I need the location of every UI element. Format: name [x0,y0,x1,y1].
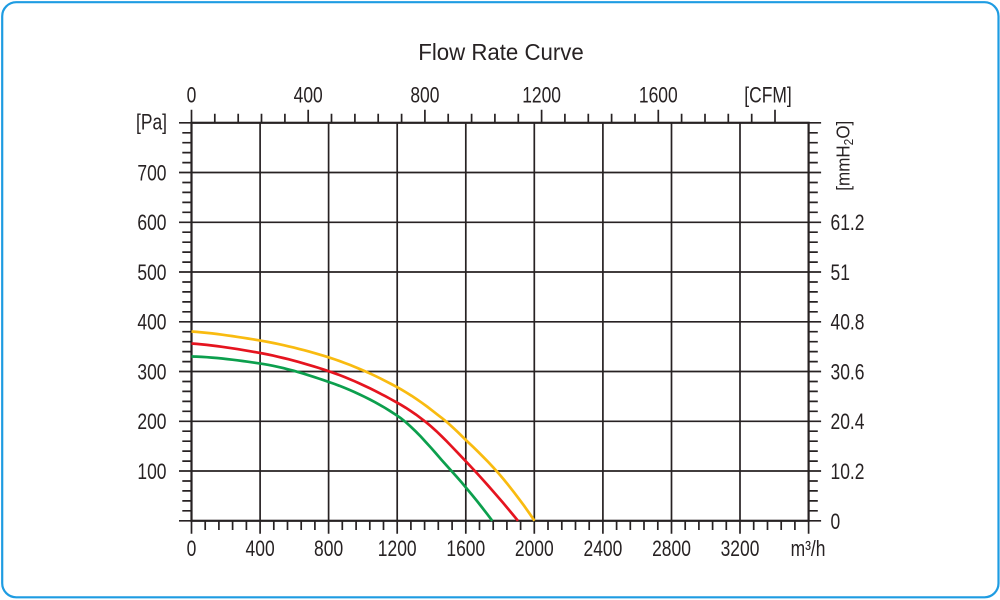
svg-text:700: 700 [137,162,166,186]
svg-text:m³/h: m³/h [791,537,826,561]
svg-text:10.2: 10.2 [831,460,865,484]
svg-text:61.2: 61.2 [831,211,865,235]
svg-text:1600: 1600 [639,84,678,108]
svg-text:800: 800 [314,537,343,561]
svg-text:[Pa]: [Pa] [136,111,167,135]
svg-text:1200: 1200 [378,537,417,561]
svg-text:2000: 2000 [515,537,554,561]
svg-text:400: 400 [137,311,166,335]
svg-text:200: 200 [137,410,166,434]
svg-text:400: 400 [294,84,323,108]
svg-text:800: 800 [410,84,439,108]
svg-text:0: 0 [187,84,197,108]
svg-text:500: 500 [137,261,166,285]
svg-text:40.8: 40.8 [831,311,865,335]
svg-text:2400: 2400 [584,537,623,561]
svg-text:2800: 2800 [652,537,691,561]
svg-text:600: 600 [137,211,166,235]
svg-text:400: 400 [246,537,275,561]
svg-text:0: 0 [831,510,841,534]
svg-text:[mmH2O]: [mmH2O] [833,121,856,191]
svg-text:51: 51 [831,261,850,285]
svg-text:3200: 3200 [721,537,760,561]
svg-text:[CFM]: [CFM] [744,84,791,108]
svg-text:Flow Rate Curve: Flow Rate Curve [418,39,584,65]
svg-text:20.4: 20.4 [831,410,865,434]
svg-text:100: 100 [137,460,166,484]
svg-text:1600: 1600 [446,537,485,561]
svg-text:300: 300 [137,361,166,385]
svg-text:0: 0 [187,537,197,561]
svg-text:30.6: 30.6 [831,361,865,385]
svg-text:1200: 1200 [522,84,561,108]
